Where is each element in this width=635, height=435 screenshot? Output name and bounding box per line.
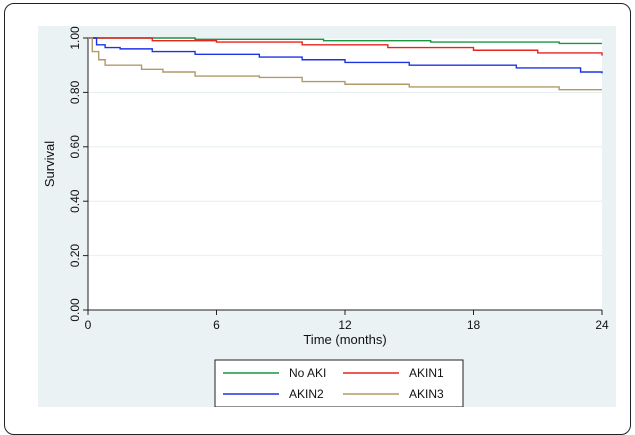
legend-label-akin1: AKIN1 xyxy=(409,366,444,380)
x-tick-label-2: 12 xyxy=(338,318,352,332)
series-line-akin2 xyxy=(88,37,603,74)
y-tick-label-4: 0.80 xyxy=(68,80,82,104)
legend-label-akin2: AKIN2 xyxy=(289,387,324,401)
series-line-no-aki xyxy=(88,37,602,45)
x-tick-label-0: 0 xyxy=(85,318,92,332)
y-tick-label-0: 0.00 xyxy=(68,298,82,322)
y-axis-title: Survival xyxy=(42,141,57,187)
series-line-akin1 xyxy=(88,37,603,56)
series-line-akin3 xyxy=(88,37,602,91)
survival-chart: 0.00 0.20 0.40 0.60 0.80 1.00 0 6 12 18 24 Time (mo… xyxy=(38,26,616,407)
y-tick-label-1: 0.20 xyxy=(68,244,82,268)
x-tick-label-1: 6 xyxy=(213,318,220,332)
y-tick-label-2: 0.40 xyxy=(68,189,82,213)
x-axis-title: Time (months) xyxy=(303,332,386,347)
x-tick-label-3: 18 xyxy=(467,318,481,332)
x-tick-label-4: 24 xyxy=(595,318,609,332)
y-tick-label-5: 1.00 xyxy=(68,26,82,50)
plot-area xyxy=(88,38,602,310)
legend-label-akin3: AKIN3 xyxy=(409,387,444,401)
y-tick-label-3: 0.60 xyxy=(68,135,82,159)
legend-box xyxy=(214,359,464,407)
legend-label-no-aki: No AKI xyxy=(289,366,326,380)
